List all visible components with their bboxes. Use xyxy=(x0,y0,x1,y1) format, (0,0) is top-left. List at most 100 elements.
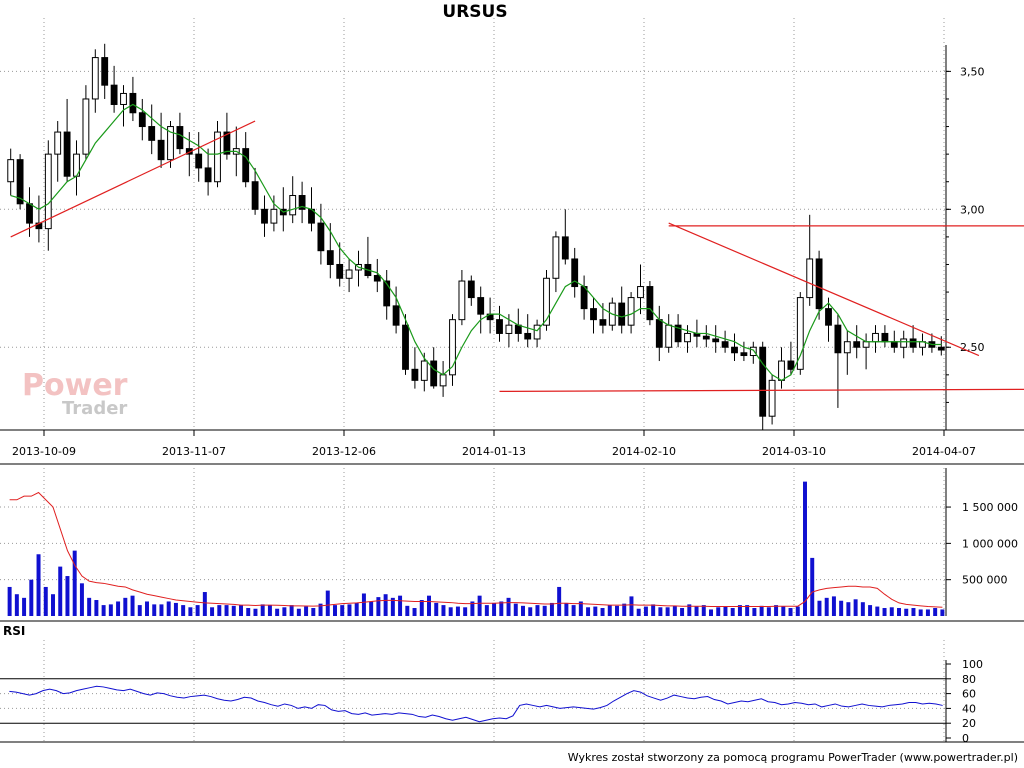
volume-bar xyxy=(282,607,287,616)
volume-y-tick-label: 500 000 xyxy=(962,574,1008,587)
volume-bar xyxy=(904,608,909,616)
candle-body xyxy=(101,57,109,86)
candle-body xyxy=(684,332,691,343)
candle-body xyxy=(505,324,513,334)
candle-body xyxy=(731,346,738,354)
candle-body xyxy=(157,139,165,161)
volume-bar xyxy=(419,600,424,616)
volume-bar xyxy=(441,605,446,616)
candle-body xyxy=(44,153,52,230)
volume-bar xyxy=(716,607,721,616)
volume-bar xyxy=(549,602,554,616)
volume-bar xyxy=(58,566,63,616)
volume-bar xyxy=(658,607,663,616)
candle-body xyxy=(82,98,90,155)
volume-bar xyxy=(723,606,728,616)
volume-bar xyxy=(94,600,99,616)
volume-bar xyxy=(911,608,916,616)
volume-bar xyxy=(766,607,771,616)
candle-body xyxy=(242,148,250,183)
candle-body xyxy=(176,126,184,150)
volume-bar xyxy=(289,605,294,616)
volume-bar xyxy=(788,608,793,616)
volume-bar xyxy=(7,586,12,616)
volume-bar xyxy=(325,590,330,616)
candle-body xyxy=(54,131,62,155)
candle-body xyxy=(702,335,710,340)
candle-body xyxy=(195,153,203,169)
candle-body xyxy=(749,346,757,357)
volume-average-line xyxy=(9,491,943,608)
candle-body xyxy=(872,332,879,343)
volume-bar xyxy=(333,605,337,616)
candle-body xyxy=(204,167,212,183)
candle-body xyxy=(336,263,344,279)
volume-bar xyxy=(636,608,641,616)
rsi-y-tick-label: 80 xyxy=(962,673,976,686)
volume-bar xyxy=(29,579,34,616)
candle-body xyxy=(326,250,334,265)
candle-body xyxy=(853,341,861,348)
powertrader-logo: Power Trader xyxy=(22,368,127,419)
candle-body xyxy=(890,341,898,348)
volume-bar xyxy=(390,597,395,616)
candle-body xyxy=(937,346,945,351)
rsi-y-tick-label: 0 xyxy=(962,732,969,745)
candle-body xyxy=(148,126,156,141)
volume-bar xyxy=(340,605,345,616)
rsi-y-tick-label: 40 xyxy=(962,702,976,715)
volume-bar xyxy=(448,607,453,616)
volume-bar xyxy=(145,601,149,616)
volume-bar xyxy=(79,583,84,616)
volume-bar xyxy=(296,608,301,616)
volume-bar xyxy=(542,605,547,616)
x-tick-label: 2014-04-07 xyxy=(912,445,976,458)
candle-body xyxy=(599,319,607,326)
volume-bar xyxy=(108,604,113,616)
volume-bar xyxy=(434,602,439,616)
trend-line xyxy=(499,388,1024,392)
volume-bar xyxy=(376,597,381,616)
volume-bar xyxy=(600,608,605,616)
volume-bar xyxy=(354,602,359,616)
candle-body xyxy=(289,195,297,216)
volume-bar xyxy=(470,601,475,616)
candle-body xyxy=(223,131,231,155)
candle-body xyxy=(411,368,419,381)
volume-bar xyxy=(311,608,316,616)
candle-body xyxy=(110,84,118,105)
candle-body xyxy=(665,324,673,348)
volume-bar xyxy=(672,605,677,616)
volume-bar xyxy=(195,605,200,616)
volume-bar xyxy=(239,605,243,616)
volume-bar xyxy=(680,608,685,616)
volume-bar xyxy=(564,602,569,616)
volume-bar xyxy=(477,595,482,616)
volume-bar xyxy=(369,601,374,616)
volume-bar xyxy=(651,604,656,616)
candle-body xyxy=(345,269,353,279)
candle-body xyxy=(637,286,644,299)
volume-y-tick-label: 1 000 000 xyxy=(962,537,1018,550)
candle-body xyxy=(129,92,137,114)
volume-bar xyxy=(304,606,309,616)
volume-bar xyxy=(275,608,280,616)
volume-bar xyxy=(607,605,612,616)
volume-bar xyxy=(159,604,164,616)
candle-body xyxy=(120,92,127,105)
volume-bar xyxy=(824,597,829,616)
volume-bar xyxy=(889,607,894,616)
volume-bar xyxy=(737,605,742,616)
candle-body xyxy=(383,280,391,307)
candle-body xyxy=(317,222,325,252)
candle-body xyxy=(214,131,221,183)
volume-bar xyxy=(643,606,648,616)
volume-bar xyxy=(188,607,193,616)
volume-bar xyxy=(427,595,431,616)
volume-bar xyxy=(231,605,236,616)
volume-bar xyxy=(839,600,844,616)
volume-bar xyxy=(940,609,945,616)
volume-bar xyxy=(774,605,779,616)
